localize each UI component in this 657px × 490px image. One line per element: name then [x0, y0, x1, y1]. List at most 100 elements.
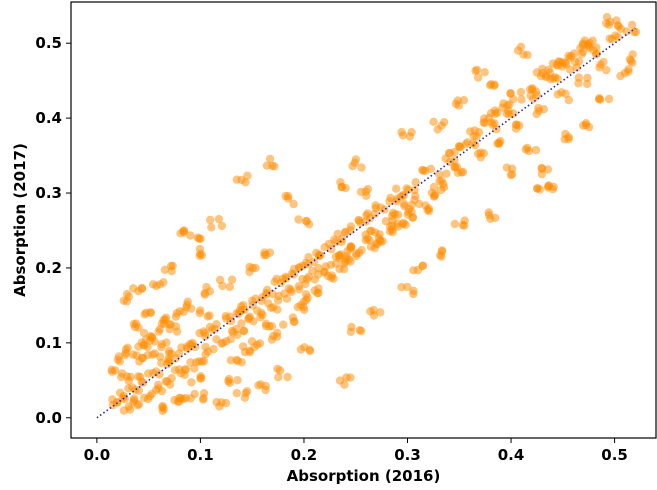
- data-point: [437, 176, 446, 185]
- data-point: [599, 57, 608, 67]
- data-point: [538, 64, 547, 74]
- data-point: [626, 56, 636, 66]
- data-point: [218, 281, 227, 291]
- data-point: [159, 404, 168, 413]
- data-point: [279, 320, 288, 329]
- data-point: [403, 210, 413, 219]
- data-point: [470, 126, 479, 135]
- data-point: [296, 345, 306, 354]
- data-point: [366, 226, 375, 236]
- data-point: [227, 275, 237, 284]
- data-point: [261, 250, 271, 260]
- data-point: [275, 366, 285, 375]
- data-point: [519, 50, 528, 59]
- data-point: [152, 281, 161, 291]
- data-point: [570, 49, 579, 58]
- data-point: [283, 372, 292, 382]
- data-point: [484, 208, 493, 217]
- y-axis-label: Absorption (2017): [11, 143, 29, 297]
- data-point: [583, 73, 592, 83]
- data-point: [195, 244, 205, 254]
- data-point: [160, 265, 170, 274]
- data-point: [287, 287, 296, 297]
- data-point: [409, 286, 418, 295]
- x-tick-label: 0.4: [498, 446, 525, 464]
- data-point: [111, 366, 120, 375]
- data-point: [578, 40, 588, 50]
- data-point: [507, 170, 517, 179]
- data-point: [564, 132, 573, 142]
- data-point: [564, 95, 573, 105]
- data-point: [386, 193, 395, 203]
- data-point: [450, 219, 459, 229]
- data-point: [363, 209, 372, 218]
- data-point: [237, 319, 246, 328]
- data-point: [433, 125, 442, 134]
- data-point: [143, 394, 153, 404]
- data-point: [179, 307, 188, 316]
- data-point: [201, 350, 210, 359]
- data-point: [232, 324, 241, 334]
- data-point: [252, 306, 262, 315]
- data-point: [224, 374, 234, 384]
- data-point: [418, 165, 427, 175]
- data-point: [137, 284, 147, 293]
- data-point: [509, 109, 518, 118]
- data-point: [157, 386, 167, 396]
- data-point: [196, 374, 205, 383]
- data-point: [434, 170, 444, 179]
- data-point: [544, 65, 553, 75]
- data-point: [554, 61, 563, 70]
- data-point: [195, 234, 204, 243]
- data-point: [108, 395, 117, 404]
- data-point: [225, 282, 234, 292]
- data-point: [171, 312, 181, 321]
- data-point: [187, 378, 196, 387]
- data-point: [177, 343, 186, 352]
- data-point: [267, 335, 277, 344]
- data-point: [523, 143, 532, 153]
- data-point: [605, 34, 614, 43]
- data-point: [342, 254, 351, 264]
- data-point: [119, 296, 128, 305]
- data-point: [212, 320, 221, 329]
- data-point: [436, 185, 446, 195]
- data-point: [535, 185, 544, 194]
- data-point: [363, 184, 373, 194]
- data-point: [398, 219, 407, 229]
- data-point: [135, 357, 144, 366]
- data-point: [289, 317, 298, 326]
- data-point: [154, 327, 163, 336]
- data-point: [369, 305, 378, 315]
- data-point: [387, 225, 397, 234]
- data-point: [309, 257, 319, 267]
- x-axis: 0.0 0.1 0.2 0.3 0.4 0.5: [84, 438, 628, 464]
- y-tick-label: 0.4: [35, 109, 62, 127]
- data-point: [215, 402, 224, 411]
- y-axis: 0.0 0.1 0.2 0.3 0.4 0.5: [35, 34, 71, 427]
- data-point: [167, 374, 176, 383]
- data-point: [579, 121, 588, 130]
- data-point: [237, 302, 246, 311]
- data-point: [351, 249, 361, 258]
- data-point: [371, 201, 380, 210]
- data-point: [346, 222, 356, 231]
- data-point: [310, 286, 319, 295]
- data-point: [493, 139, 502, 148]
- data-point: [314, 263, 323, 273]
- data-point: [415, 199, 424, 209]
- data-point: [526, 85, 535, 94]
- data-point: [129, 396, 139, 405]
- data-point: [624, 65, 633, 74]
- data-point: [491, 213, 500, 223]
- data-point: [376, 308, 385, 317]
- data-point: [186, 231, 195, 240]
- data-point: [119, 406, 129, 415]
- data-point: [170, 366, 180, 375]
- data-point: [402, 184, 411, 193]
- data-point: [339, 265, 349, 274]
- data-point: [437, 246, 447, 255]
- x-tick-label: 0.2: [291, 446, 318, 464]
- data-point: [418, 261, 427, 271]
- data-point: [266, 303, 276, 312]
